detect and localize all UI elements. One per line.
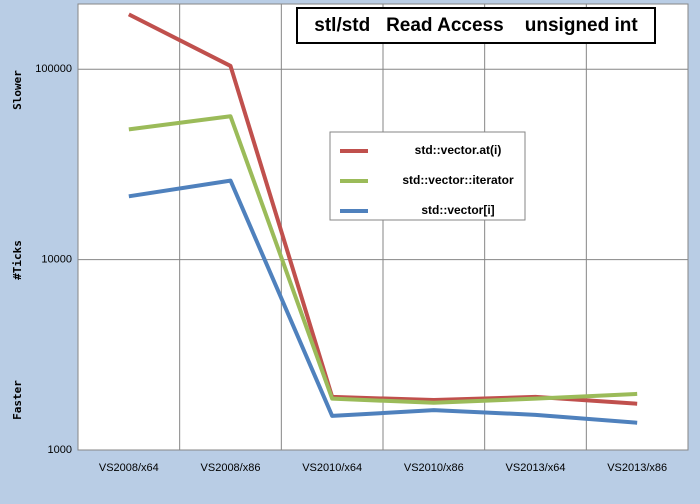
title-box	[296, 7, 656, 44]
series-line	[128, 114, 638, 405]
x-tick-label: VS2008/x64	[99, 462, 159, 474]
y-tick-label: 10000	[41, 254, 72, 266]
chart-title: stl/std Read Access unsigned int	[314, 15, 638, 36]
x-tick-label: VS2008/x86	[201, 462, 261, 474]
lines	[127, 12, 638, 425]
y-axis-label: #Ticks	[11, 240, 24, 280]
x-tick-label: VS2010/x86	[404, 462, 464, 474]
legend	[329, 131, 526, 221]
legend-label: std::vector.at(i)	[415, 143, 502, 157]
series-line	[128, 178, 638, 425]
x-tick-label: VS2013/x64	[506, 462, 566, 474]
legend-label: std::vector::iterator	[402, 173, 514, 187]
y-axis-label: Slower	[11, 70, 24, 110]
legend-label: std::vector[i]	[421, 203, 494, 217]
x-tick-label: VS2010/x64	[302, 462, 362, 474]
y-tick-label: 100000	[35, 63, 72, 75]
y-tick-label: 1000	[48, 444, 72, 456]
y-axis-label: Faster	[11, 380, 24, 420]
grid	[78, 4, 688, 451]
x-tick-label: VS2013/x86	[607, 462, 667, 474]
